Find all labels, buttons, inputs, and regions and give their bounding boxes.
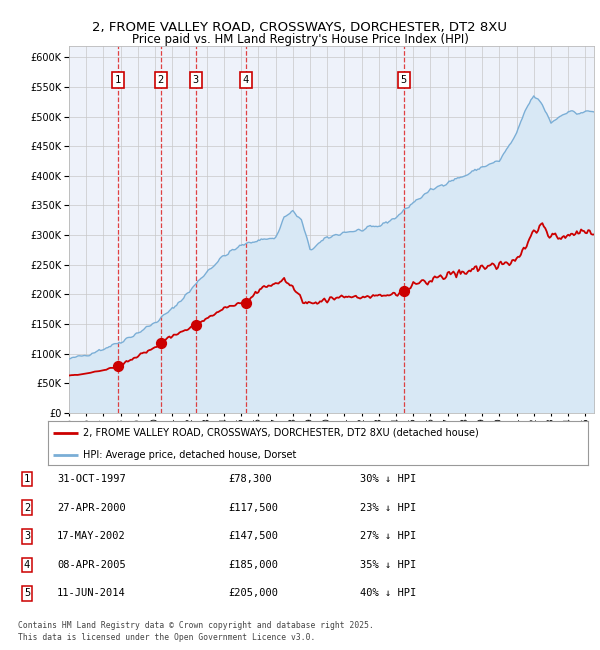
Text: HPI: Average price, detached house, Dorset: HPI: Average price, detached house, Dors… bbox=[83, 450, 296, 460]
Text: 1: 1 bbox=[115, 75, 121, 85]
Text: £117,500: £117,500 bbox=[228, 502, 278, 513]
Text: Contains HM Land Registry data © Crown copyright and database right 2025.
This d: Contains HM Land Registry data © Crown c… bbox=[18, 621, 374, 642]
Text: 35% ↓ HPI: 35% ↓ HPI bbox=[360, 560, 416, 570]
Text: 17-MAY-2002: 17-MAY-2002 bbox=[57, 531, 126, 541]
Text: 40% ↓ HPI: 40% ↓ HPI bbox=[360, 588, 416, 599]
Text: 4: 4 bbox=[242, 75, 249, 85]
Point bbox=[241, 298, 251, 308]
Text: 31-OCT-1997: 31-OCT-1997 bbox=[57, 474, 126, 484]
Text: 11-JUN-2014: 11-JUN-2014 bbox=[57, 588, 126, 599]
Text: 27-APR-2000: 27-APR-2000 bbox=[57, 502, 126, 513]
Text: 2: 2 bbox=[157, 75, 164, 85]
Point bbox=[156, 338, 166, 348]
Text: 5: 5 bbox=[24, 588, 30, 599]
Text: 5: 5 bbox=[400, 75, 407, 85]
Text: 08-APR-2005: 08-APR-2005 bbox=[57, 560, 126, 570]
Text: 3: 3 bbox=[193, 75, 199, 85]
Text: £185,000: £185,000 bbox=[228, 560, 278, 570]
Text: 27% ↓ HPI: 27% ↓ HPI bbox=[360, 531, 416, 541]
Text: 1: 1 bbox=[24, 474, 30, 484]
Text: £78,300: £78,300 bbox=[228, 474, 272, 484]
Point bbox=[191, 320, 200, 331]
Text: 2, FROME VALLEY ROAD, CROSSWAYS, DORCHESTER, DT2 8XU: 2, FROME VALLEY ROAD, CROSSWAYS, DORCHES… bbox=[92, 21, 508, 34]
Text: Price paid vs. HM Land Registry's House Price Index (HPI): Price paid vs. HM Land Registry's House … bbox=[131, 32, 469, 46]
Point bbox=[399, 286, 409, 296]
Text: 2, FROME VALLEY ROAD, CROSSWAYS, DORCHESTER, DT2 8XU (detached house): 2, FROME VALLEY ROAD, CROSSWAYS, DORCHES… bbox=[83, 428, 479, 438]
Text: 2: 2 bbox=[24, 502, 30, 513]
Text: 30% ↓ HPI: 30% ↓ HPI bbox=[360, 474, 416, 484]
Text: 4: 4 bbox=[24, 560, 30, 570]
Point bbox=[113, 361, 122, 372]
Text: 23% ↓ HPI: 23% ↓ HPI bbox=[360, 502, 416, 513]
Text: 3: 3 bbox=[24, 531, 30, 541]
Text: £205,000: £205,000 bbox=[228, 588, 278, 599]
Text: £147,500: £147,500 bbox=[228, 531, 278, 541]
